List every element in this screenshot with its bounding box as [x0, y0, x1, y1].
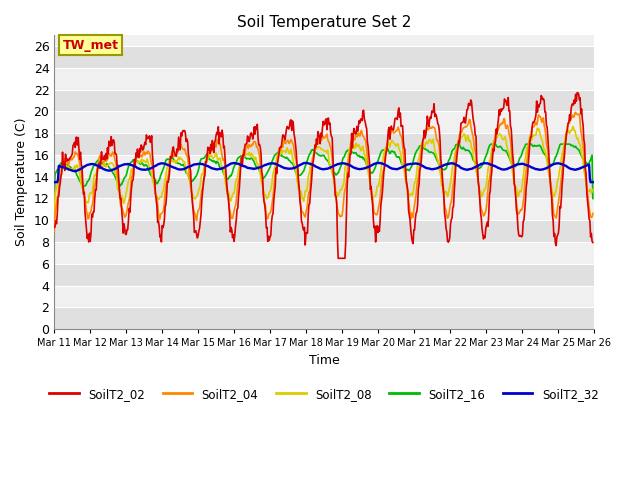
Bar	[54, 90, 593, 111]
Y-axis label: Soil Temperature (C): Soil Temperature (C)	[15, 118, 28, 246]
Bar	[54, 286, 593, 307]
Legend: SoilT2_02, SoilT2_04, SoilT2_08, SoilT2_16, SoilT2_32: SoilT2_02, SoilT2_04, SoilT2_08, SoilT2_…	[45, 383, 604, 405]
Bar	[54, 177, 593, 199]
Bar	[54, 111, 593, 133]
Bar	[54, 307, 593, 329]
X-axis label: Time: Time	[308, 354, 339, 367]
Bar	[54, 68, 593, 90]
Title: Soil Temperature Set 2: Soil Temperature Set 2	[237, 15, 411, 30]
Bar	[54, 133, 593, 155]
Bar	[54, 264, 593, 286]
Bar	[54, 199, 593, 220]
Bar	[54, 155, 593, 177]
Bar	[54, 242, 593, 264]
Bar	[54, 46, 593, 68]
Bar	[54, 220, 593, 242]
Text: TW_met: TW_met	[62, 38, 118, 51]
